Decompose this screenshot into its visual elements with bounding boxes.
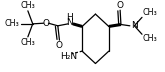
Text: CH₃: CH₃	[20, 1, 35, 10]
Text: CH₃: CH₃	[20, 38, 35, 47]
Text: N: N	[132, 21, 138, 30]
Text: O: O	[56, 41, 63, 50]
Text: CH₃: CH₃	[143, 34, 158, 43]
Text: O: O	[117, 1, 124, 10]
Text: H₂N: H₂N	[61, 52, 78, 61]
Text: CH₃: CH₃	[4, 19, 19, 28]
Text: CH₃: CH₃	[143, 8, 158, 17]
Text: N: N	[67, 18, 73, 27]
Text: O: O	[43, 19, 50, 28]
Text: H: H	[67, 13, 73, 22]
